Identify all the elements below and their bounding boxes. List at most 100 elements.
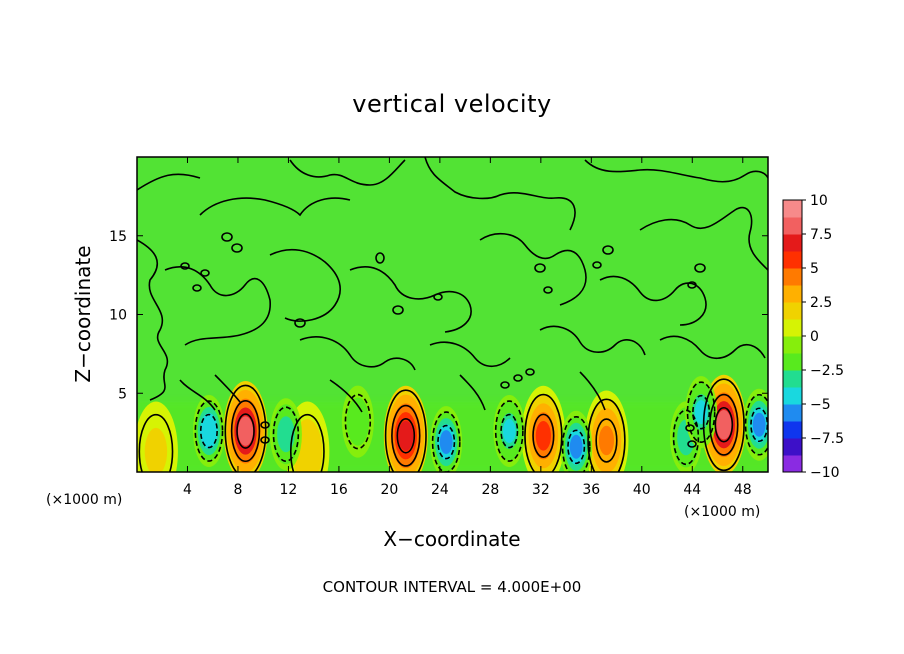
colorbar-swatch: [783, 251, 802, 269]
downdraft-contour: [494, 400, 524, 462]
x-tick-label: 16: [330, 482, 348, 498]
tick-marks: [137, 157, 768, 472]
updraft-contour: [289, 413, 325, 472]
x-tick-label: 20: [380, 482, 398, 498]
colorbar-swatch: [783, 336, 802, 354]
x-tick-label: 48: [734, 482, 752, 498]
updraft-cell: [223, 381, 268, 472]
downdraft-level: [202, 419, 216, 444]
x-tick-label: 28: [481, 482, 499, 498]
downdraft-contour: [431, 411, 461, 472]
updraft-contour: [384, 389, 427, 472]
updraft-contour: [595, 418, 618, 463]
colorbar-swatch: [783, 455, 802, 473]
x-unit-label-right: (×1000 m): [684, 504, 760, 520]
colorbar-swatch: [783, 353, 802, 371]
updraft-level: [237, 416, 254, 446]
downdraft-contour: [692, 394, 711, 430]
downdraft-contour: [686, 381, 716, 443]
updraft-contour: [532, 413, 555, 458]
downdraft-cell: [341, 385, 374, 458]
colorbar-swatch: [783, 234, 802, 252]
downdraft-cell: [269, 398, 302, 471]
updraft-contour: [138, 413, 174, 472]
downdraft-contour: [744, 393, 768, 456]
colorbar-tick-label: −5: [810, 397, 831, 413]
colorbar-swatch: [783, 319, 802, 337]
y-tick-labels: 5 10 15: [109, 229, 127, 403]
x-axis-title: X−coordinate: [383, 527, 520, 551]
updraft-cell: [383, 385, 428, 472]
colorbar-tick-label: 5: [810, 261, 819, 277]
updraft-level: [148, 436, 164, 467]
colorbar-tick-label: 10: [810, 193, 828, 209]
x-tick-label: 4: [183, 482, 192, 498]
cell-contours: [138, 378, 768, 472]
y-tick-label: 10: [109, 308, 127, 324]
updraft-contour: [224, 384, 267, 472]
downdraft-level: [502, 419, 516, 444]
colorbar-swatch: [783, 285, 802, 303]
downdraft-cell: [192, 395, 225, 468]
downdraft-contour: [672, 409, 700, 466]
colorbar-swatches: [783, 200, 802, 473]
x-tick-label: 36: [582, 482, 600, 498]
chart-title: vertical velocity: [352, 90, 551, 118]
x-tick-label: 32: [532, 482, 550, 498]
downdraft-cell: [743, 388, 768, 461]
downdraft-cell: [430, 406, 463, 472]
downdraft-level: [752, 412, 766, 437]
updraft-contour: [391, 404, 421, 467]
downdraft-cell: [493, 395, 526, 468]
updraft-contour: [524, 393, 563, 472]
plot-area: [137, 157, 768, 472]
colorbar-swatch: [783, 200, 802, 218]
downdraft-contour: [194, 400, 224, 462]
x-tick-label: 40: [633, 482, 651, 498]
downdraft-contour: [344, 393, 372, 450]
colorbar-labels: 10 7.5 5 2.5 0 −2.5 −5 −7.5 −10: [802, 193, 844, 481]
colorbar-swatch: [783, 387, 802, 405]
updraft-level: [716, 409, 732, 440]
updraft-level: [535, 420, 551, 451]
updraft-contour: [709, 393, 739, 456]
colorbar-swatch: [783, 404, 802, 422]
updraft-contour: [714, 406, 734, 443]
colorbar-tick-label: 7.5: [810, 227, 832, 243]
downdraft-contour: [199, 413, 218, 449]
x-tick-label: 8: [233, 482, 242, 498]
updraft-level: [598, 425, 615, 456]
updraft-contour: [702, 378, 745, 472]
x-unit-label-left: (×1000 m): [46, 492, 122, 508]
y-tick-label: 5: [118, 386, 127, 402]
updraft-cell: [137, 401, 178, 472]
x-tick-label: 24: [431, 482, 449, 498]
colorbar-swatch: [783, 302, 802, 320]
downdraft-level: [439, 430, 453, 455]
contour-interval-note: CONTOUR INTERVAL = 4.000E+00: [323, 578, 582, 596]
updraft-cell: [521, 385, 566, 472]
downdraft-contour: [437, 424, 456, 460]
colorbar-swatch: [783, 217, 802, 235]
x-tick-label: 44: [683, 482, 701, 498]
downdraft-contour: [567, 429, 586, 465]
updraft-contour: [587, 398, 626, 472]
contour-lines: [137, 157, 768, 448]
updraft-level: [398, 420, 414, 451]
colorbar-tick-label: 2.5: [810, 295, 832, 311]
y-tick-label: 15: [109, 229, 127, 245]
downdraft-contour: [500, 413, 519, 449]
updraft-contour: [396, 417, 416, 454]
downdraft-level: [351, 409, 365, 434]
colorbar-swatch: [783, 268, 802, 286]
colorbar-swatch: [783, 421, 802, 439]
updraft-contour: [236, 413, 255, 449]
x-tick-labels: 4 8 12 16 20 24 28 32 36 40 44 48: [183, 482, 752, 498]
colorbar: 10 7.5 5 2.5 0 −2.5 −5 −7.5 −10: [782, 193, 844, 481]
colorbar-tick-label: −10: [810, 465, 840, 481]
downdraft-level: [569, 434, 583, 459]
downdraft-contour: [561, 416, 591, 472]
downdraft-level: [279, 422, 293, 447]
y-axis-title: Z−coordinate: [71, 245, 95, 382]
